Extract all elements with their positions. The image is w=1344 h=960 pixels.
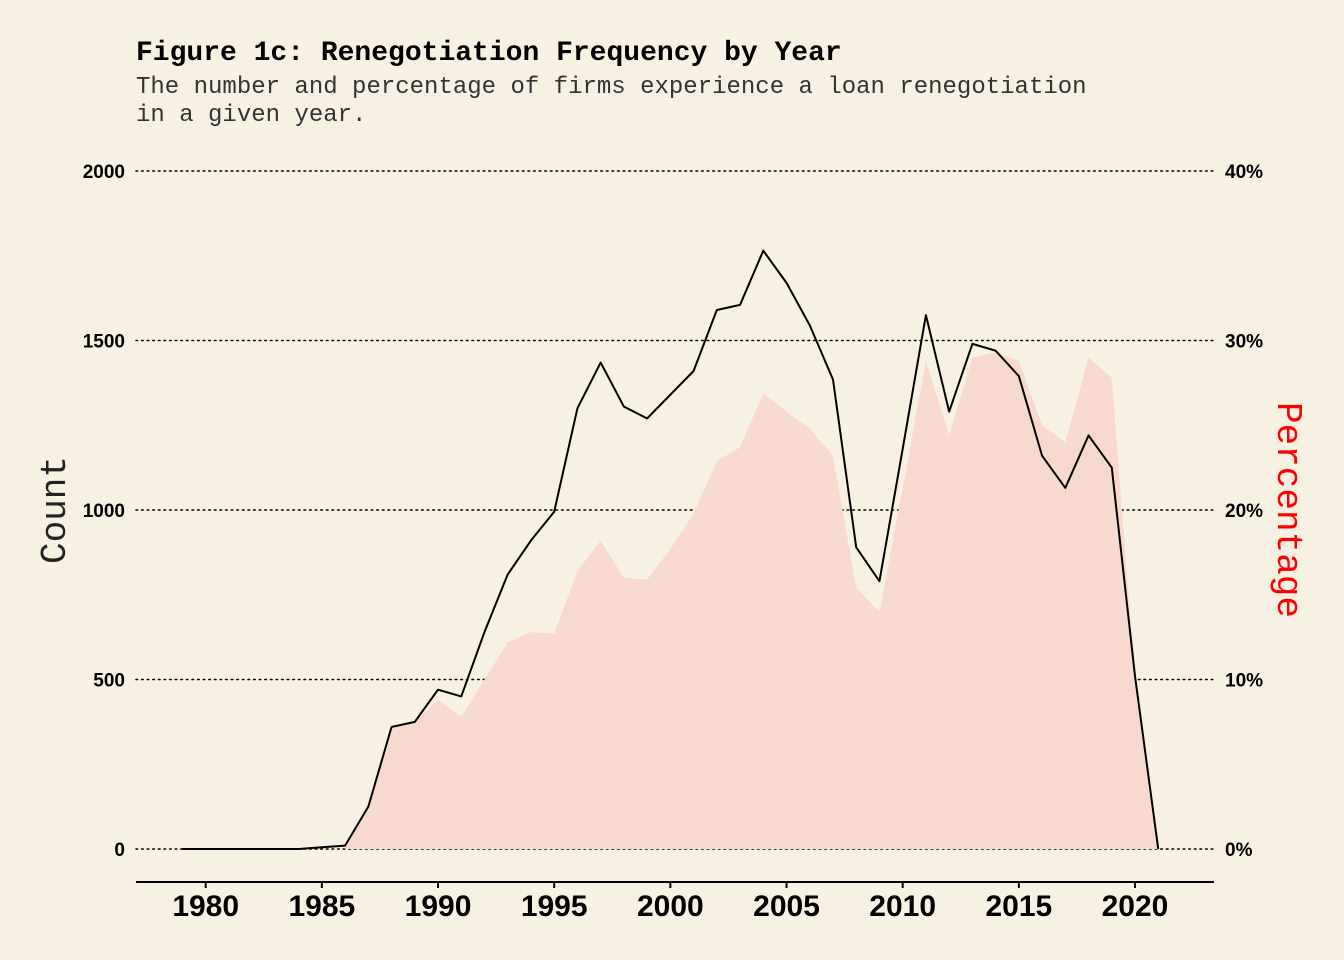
- y2-tick-label-3: 30%: [1225, 332, 1263, 353]
- chart-subtitle-line-1: The number and percentage of firms exper…: [136, 74, 1087, 101]
- right-axis-ticks: 0% 10% 20% 30% 40%: [1225, 162, 1263, 861]
- x-axis: 1980 1985 1990 1995 2000 2005 2010 2015 2020: [136, 881, 1214, 923]
- x-tick-label-1995: 1995: [521, 890, 588, 923]
- y2-tick-label-4: 40%: [1225, 162, 1263, 183]
- count-line-layer: [182, 249, 1160, 850]
- percentage-area-layer: [345, 352, 1159, 849]
- x-tick-label-2010: 2010: [869, 890, 936, 923]
- percentage-area: [345, 352, 1159, 849]
- y-tick-label-1000: 1000: [83, 501, 125, 522]
- x-tick-label-1985: 1985: [288, 890, 355, 923]
- x-tick-label-2015: 2015: [985, 890, 1052, 923]
- x-tick-label-2000: 2000: [637, 890, 704, 923]
- y-tick-label-500: 500: [93, 671, 125, 692]
- y-tick-label-0: 0: [114, 840, 125, 861]
- y2-tick-label-2: 20%: [1225, 501, 1263, 522]
- left-axis-ticks: 0 500 1000 1500 2000: [83, 162, 125, 861]
- y-tick-label-1500: 1500: [83, 332, 125, 353]
- count-line: [182, 249, 1160, 850]
- y2-tick-label-1: 10%: [1225, 671, 1263, 692]
- y-axis-title: Count: [35, 456, 76, 564]
- chart-title: Figure 1c: Renegotiation Frequency by Ye…: [136, 38, 842, 69]
- x-tick-label-2005: 2005: [753, 890, 820, 923]
- y2-axis-title: Percentage: [1267, 402, 1308, 618]
- y2-tick-label-0: 0%: [1225, 840, 1253, 861]
- x-tick-label-1980: 1980: [172, 890, 239, 923]
- chart-subtitle-line-2: in a given year.: [136, 102, 366, 129]
- x-tick-label-1990: 1990: [405, 890, 472, 923]
- x-tick-label-2020: 2020: [1102, 890, 1169, 923]
- y-tick-label-2000: 2000: [83, 162, 125, 183]
